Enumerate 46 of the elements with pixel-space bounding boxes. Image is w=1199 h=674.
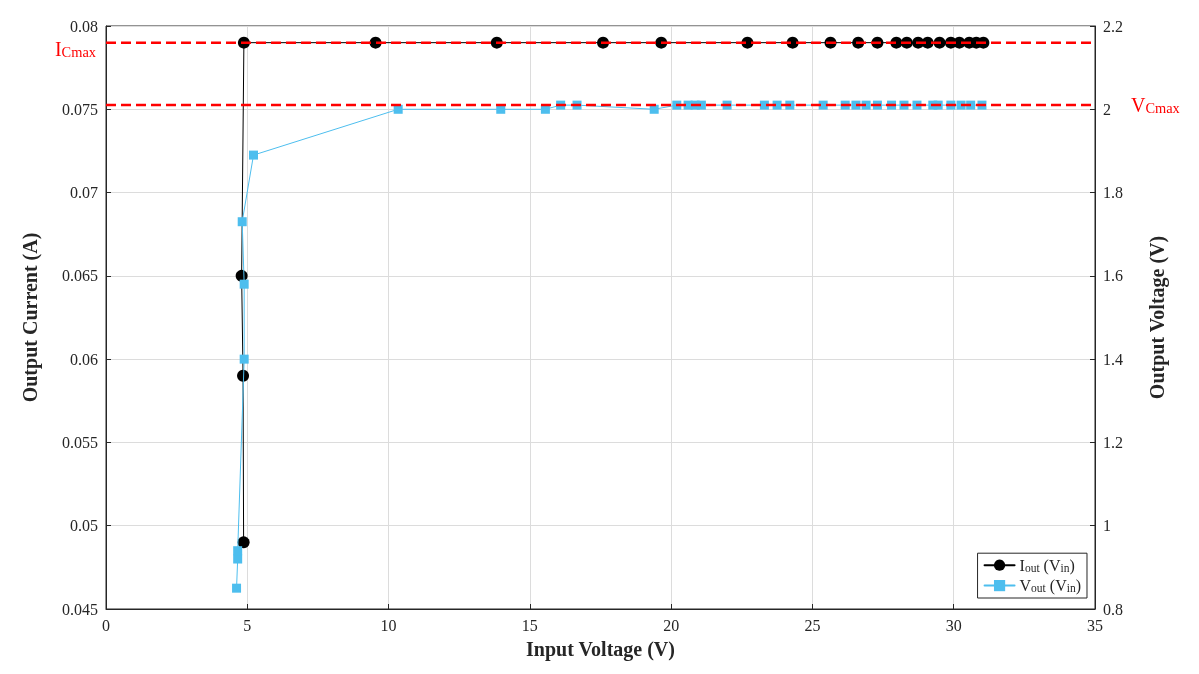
y-tick-label: 0.08 [70,17,98,35]
y-axis-title: Output Current (A) [19,232,42,403]
point [249,150,258,160]
y-tick-label: 0.065 [62,267,98,285]
point [759,100,769,110]
y2-tick-label: 1.2 [1103,433,1123,451]
y2-tick-label: 2.2 [1103,17,1123,35]
y2-tick-label: 1 [1103,517,1111,535]
y-tick-label: 0.045 [62,600,98,618]
ref-line-label: VCmax [1131,94,1181,117]
legend-label: Iout (Vin) [1019,556,1075,575]
x-axis-title: Input Voltage (V) [526,638,675,661]
x-tick-label: 25 [804,616,821,634]
point [233,546,243,556]
point [233,554,243,564]
y2-axis-title: Output Voltage (V) [1146,235,1169,400]
y2-tick-label: 1.4 [1103,350,1123,368]
point [818,100,828,110]
y2-tick-label: 1.6 [1103,267,1123,285]
x-tick-label: 10 [380,616,397,634]
point [393,104,403,114]
point [772,100,782,110]
y2-tick-label: 0.8 [1103,600,1123,618]
y-tick-label: 0.055 [62,433,98,451]
point [239,279,249,289]
point [696,100,706,110]
x-tick-label: 5 [243,616,252,634]
y-tick-label: 0.075 [62,100,98,118]
legend-label: Vout (Vin) [1019,577,1081,596]
x-tick-label: 30 [945,616,962,634]
y-tick-label: 0.07 [70,184,98,202]
y-tick-label: 0.05 [70,517,98,535]
ref-line-label: ICmax [54,37,97,60]
point [851,100,861,110]
y-tick-label: 0.06 [70,350,98,368]
y2-tick-label: 2 [1103,100,1111,118]
x-tick-label: 0 [102,616,110,634]
point [649,104,659,114]
point [237,217,247,227]
x-tick-label: 35 [1087,616,1103,634]
y2-tick-label: 1.8 [1103,184,1123,202]
x-tick-label: 20 [663,616,680,634]
point [861,100,871,110]
point [232,583,242,593]
point [239,354,249,364]
x-tick-label: 15 [521,616,538,634]
